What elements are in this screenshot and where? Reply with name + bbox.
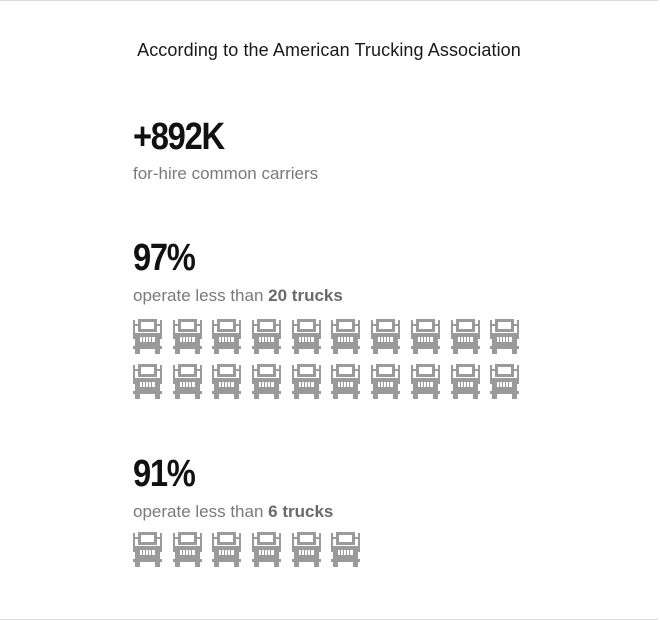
truck-front-icon [331,319,361,354]
truck-front-icon [291,532,321,567]
truck-front-icon [172,319,202,354]
truck-front-icon [133,532,162,567]
truck-front-icon [410,364,440,399]
truck-front-icon [172,364,202,399]
stat-caption-bold: 6 trucks [268,502,334,521]
truck-front-icon [450,319,480,354]
stat-caption-text: operate less than [133,286,269,305]
stat-value-carriers: +892K [133,116,225,158]
truck-front-icon [450,364,480,399]
truck-front-icon [291,364,321,399]
truck-grid-6 [133,532,519,567]
truck-front-icon [133,364,162,399]
truck-front-icon [212,364,242,399]
truck-front-icon [331,532,361,567]
stat-caption-bold: 20 trucks [268,286,343,305]
truck-front-icon [490,319,520,354]
truck-front-icon [252,319,282,354]
truck-front-icon [212,532,242,567]
truck-front-icon [291,319,321,354]
stat-value-under-20: 97% [133,237,196,279]
stat-caption-under-6: operate less than 6 trucks [133,503,333,520]
truck-front-icon [212,319,242,354]
truck-front-icon [371,319,401,354]
truck-front-icon [172,532,202,567]
stat-value-under-6: 91% [133,453,196,495]
truck-front-icon [490,364,520,399]
header-title: According to the American Trucking Assoc… [137,40,521,60]
truck-front-icon [410,319,440,354]
stat-caption-under-20: operate less than 20 trucks [133,287,343,304]
truck-front-icon [133,319,162,354]
truck-grid-20 [133,319,520,399]
truck-front-icon [252,364,282,399]
truck-front-icon [331,364,361,399]
stat-caption-text: for-hire common carriers [133,164,319,183]
stat-caption-text: operate less than [133,502,269,521]
truck-front-icon [252,532,282,567]
stat-caption-carriers: for-hire common carriers [133,165,318,182]
truck-front-icon [371,364,401,399]
